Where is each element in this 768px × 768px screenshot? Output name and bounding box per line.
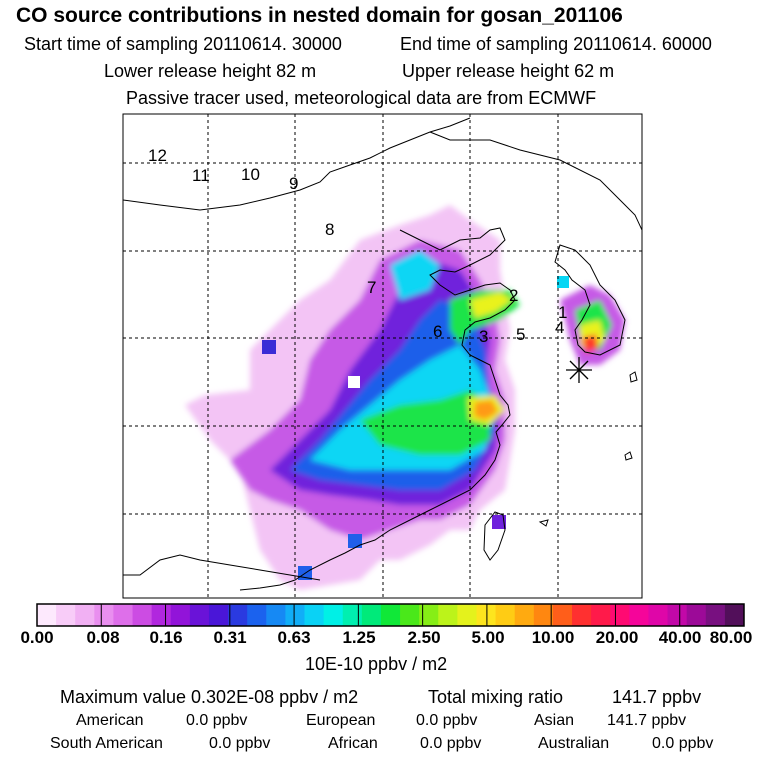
colorbar-swatch	[361, 604, 382, 626]
south-american-value: 0.0 ppbv	[209, 735, 271, 752]
colorbar-tick: 1.25	[342, 628, 376, 647]
colorbar-tick: 5.00	[471, 628, 505, 647]
colorbar-swatch	[304, 604, 325, 626]
colorbar-swatch	[37, 604, 57, 626]
tracer-info-label: Passive tracer used, meteorological data…	[126, 88, 597, 108]
region-label-4: 4	[555, 318, 564, 337]
colorbar-swatch	[323, 604, 344, 626]
american-value: 0.0 ppbv	[186, 712, 248, 729]
south-american-label: South American	[50, 735, 163, 752]
lower-release-label: Lower release height 82 m	[104, 61, 317, 81]
plot-title: CO source contributions in nested domain…	[16, 4, 623, 27]
colorbar-tick: 40.00	[658, 628, 702, 647]
receptor-asterisk-icon	[566, 357, 592, 383]
region-label-10: 10	[241, 165, 260, 184]
map-frame	[122, 113, 643, 599]
colorbar-swatch	[419, 604, 439, 626]
colorbar-swatch	[75, 604, 95, 626]
colorbar-swatch	[514, 604, 535, 626]
end-time-label: End time of sampling 20110614. 60000	[400, 34, 712, 54]
region-labels: 12 11 10 9 8 7 2 1 6 3 5 4	[148, 146, 567, 346]
plume-layer	[185, 205, 625, 590]
colorbar-swatch	[724, 604, 745, 626]
colorbar-swatch	[247, 604, 267, 626]
colorbar-swatch	[113, 604, 134, 626]
colorbar-swatch	[495, 604, 516, 626]
colorbar-swatch	[285, 604, 306, 626]
colorbar-swatch	[56, 604, 76, 626]
colorbar-swatch	[94, 604, 114, 626]
colorbar-swatch	[457, 604, 477, 626]
american-label: American	[76, 712, 144, 729]
colorbar-swatch	[552, 604, 573, 626]
colorbar-swatch	[476, 604, 497, 626]
region-label-9: 9	[289, 174, 298, 193]
region-label-3: 3	[479, 327, 488, 346]
colorbar-frame	[36, 603, 745, 627]
region-label-6: 6	[433, 322, 442, 341]
maximum-value-label: Maximum value 0.302E-08 ppbv / m2	[60, 687, 359, 707]
region-label-2: 2	[509, 286, 518, 305]
upper-release-label: Upper release height 62 m	[402, 61, 615, 81]
african-value: 0.0 ppbv	[420, 735, 482, 752]
region-label-11: 11	[192, 166, 210, 185]
european-value: 0.0 ppbv	[416, 712, 478, 729]
colorbar-swatch	[132, 604, 153, 626]
colorbar-tick: 2.50	[407, 628, 441, 647]
colorbar-swatch	[228, 604, 248, 626]
colorbar-tick: 0.00	[20, 628, 54, 647]
colorbar-swatch	[208, 604, 229, 626]
australian-value: 0.0 ppbv	[652, 735, 714, 752]
colorbar-swatch	[266, 604, 286, 626]
colorbar-tick: 0.08	[86, 628, 120, 647]
australian-label: Australian	[538, 735, 610, 752]
colorbar-swatch	[705, 604, 726, 626]
region-label-12: 12	[148, 146, 167, 165]
colorbar-tick: 20.00	[595, 628, 639, 647]
colorbar-tick: 0.63	[277, 628, 311, 647]
colorbar-swatch	[572, 604, 592, 626]
region-label-7: 7	[367, 278, 376, 297]
colorbar-swatch	[189, 604, 210, 626]
asian-label: Asian	[534, 712, 575, 729]
colorbar-swatch	[629, 604, 649, 626]
colorbar-swatch	[342, 604, 363, 626]
colorbar-swatch	[438, 604, 458, 626]
colorbar-swatch	[648, 604, 669, 626]
colorbar-swatch	[170, 604, 191, 626]
colorbar-swatch	[380, 604, 401, 626]
colorbar-swatch	[400, 604, 420, 626]
colorbar-tick: 0.16	[149, 628, 183, 647]
african-label: African	[328, 735, 378, 752]
total-mixing-ratio-label: Total mixing ratio	[428, 687, 564, 707]
colorbar-tick: 80.00	[709, 628, 753, 647]
european-label: European	[306, 712, 376, 729]
start-time-label: Start time of sampling 20110614. 30000	[24, 34, 342, 54]
colorbar-swatch	[151, 604, 172, 626]
colorbar-swatch	[610, 604, 630, 626]
colorbar-swatch	[591, 604, 611, 626]
lat-lon-grid	[123, 114, 642, 598]
region-label-5: 5	[516, 325, 525, 344]
colorbar-swatch	[667, 604, 688, 626]
asian-value: 141.7 ppbv	[607, 712, 687, 729]
colorbar-swatch	[533, 604, 554, 626]
total-mixing-ratio-value: 141.7 ppbv	[612, 687, 702, 707]
colorbar	[36, 603, 745, 627]
region-label-8: 8	[325, 220, 334, 239]
colorbar-tick: 0.31	[213, 628, 247, 647]
region-label-1: 1	[558, 303, 567, 322]
colorbar-swatch	[686, 604, 707, 626]
colorbar-units: 10E-10 ppbv / m2	[305, 654, 448, 674]
colorbar-tick: 10.00	[531, 628, 575, 647]
